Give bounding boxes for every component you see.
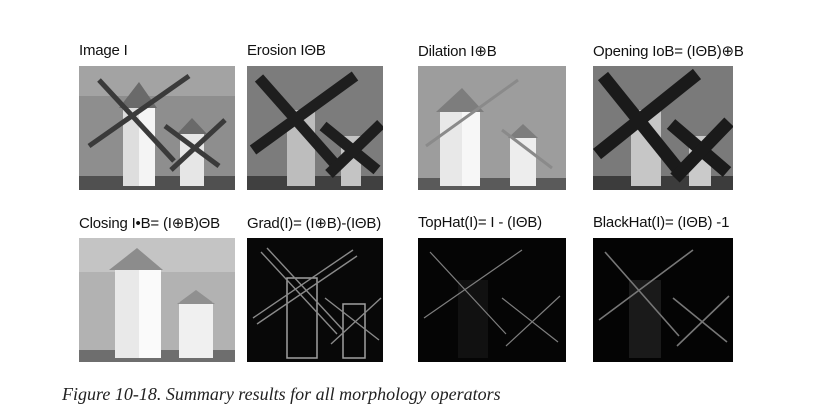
figure-caption: Figure 10-18. Summary results for all mo… <box>62 384 501 404</box>
image-closing <box>79 238 235 362</box>
panel-label-closing: Closing I•B= (I⊕B)ΘB <box>79 215 220 232</box>
image-gradient <box>247 238 383 362</box>
image-blackhat <box>593 238 733 362</box>
panel-label-image: Image I <box>79 42 128 59</box>
panel-label-blackhat: BlackHat(I)= (IΘB) -1 <box>593 214 730 231</box>
panel-label-erosion: Erosion IΘB <box>247 42 326 59</box>
image-tophat <box>418 238 566 362</box>
panel-label-dilation: Dilation I⊕B <box>418 43 497 60</box>
image-dilation <box>418 66 566 190</box>
image-opening <box>593 66 733 190</box>
panel-label-opening: Opening IoB= (IΘB)⊕B <box>593 43 744 60</box>
panel-label-gradient: Grad(I)= (I⊕B)-(IΘB) <box>247 215 381 232</box>
image-erosion <box>247 66 383 190</box>
image-original <box>79 66 235 190</box>
panel-label-tophat: TopHat(I)= I - (IΘB) <box>418 214 542 231</box>
